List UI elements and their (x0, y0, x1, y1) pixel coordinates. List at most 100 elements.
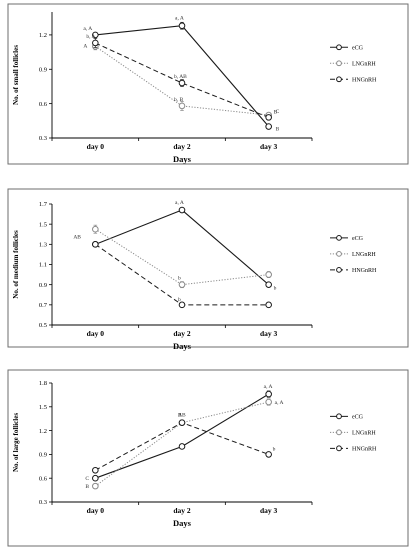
legend-marker (336, 60, 342, 67)
significance-label: a, A (264, 384, 273, 390)
chart-frame (7, 3, 409, 165)
legend-marker (336, 76, 342, 83)
data-point-eCG (265, 390, 272, 398)
y-tick-label: 0.6 (39, 101, 48, 108)
data-point-HNGnRH (265, 451, 272, 458)
y-tick-label: 0.9 (39, 282, 47, 289)
data-point-LNGnRH (92, 482, 99, 490)
legend-label: HNGnRH (352, 446, 377, 452)
y-axis-title: No. of large follicles (12, 413, 20, 472)
x-tick-label: day 2 (173, 329, 191, 338)
data-point-HNGnRH (265, 114, 272, 121)
significance-label: B (85, 484, 89, 490)
data-point-HNGnRH (92, 241, 99, 248)
data-point-LNGnRH (178, 102, 186, 110)
x-tick-label: day 3 (260, 506, 278, 515)
x-axis-title: Days (173, 154, 192, 164)
x-tick-label: day 0 (87, 506, 105, 515)
significance-label: b, A (86, 34, 95, 40)
legend-marker (336, 429, 342, 436)
significance-label: b, B (174, 97, 184, 103)
y-tick-label: 0.3 (39, 135, 47, 142)
significance-label: a, A (175, 16, 184, 22)
data-point-HNGnRH (265, 301, 272, 309)
data-point-eCG (92, 474, 99, 482)
significance-label: C (276, 109, 280, 115)
significance-label: B (274, 109, 278, 115)
y-tick-label: 1.5 (39, 221, 47, 228)
y-tick-label: 0.9 (39, 452, 47, 459)
series-line-eCG (95, 393, 269, 479)
significance-label: B (276, 127, 280, 133)
legend-marker (336, 413, 342, 420)
legend-marker (336, 44, 342, 51)
significance-label: b (178, 297, 181, 303)
legend-label: eCG (352, 45, 364, 51)
y-tick-label: 0.5 (39, 322, 47, 329)
data-point-eCG (178, 206, 186, 214)
y-tick-label: 1.7 (39, 201, 48, 208)
y-axis-title: No. of small follicles (12, 45, 20, 105)
x-tick-label: day 2 (173, 142, 191, 151)
significance-label: AB (73, 234, 81, 240)
y-tick-label: 1.2 (39, 32, 47, 39)
y-tick-label: 1.1 (39, 262, 47, 269)
y-tick-label: 0.3 (39, 499, 47, 506)
data-point-LNGnRH (265, 271, 272, 278)
legend-marker (336, 250, 342, 257)
data-point-LNGnRH (265, 398, 272, 406)
series-line-LNGnRH (95, 228, 269, 286)
chart-frame (7, 188, 409, 348)
legend-label: LNGnRH (352, 430, 376, 436)
y-tick-label: 1.8 (39, 380, 47, 387)
legend-label: eCG (352, 414, 364, 420)
chart-panel: 0.5 0.7 0.9 1.1 1.3 1.5 1.7 day 0 day 2 day 3 Days… (7, 188, 409, 351)
legend-marker (336, 234, 342, 241)
significance-label: a, A (275, 400, 284, 406)
legend-label: LNGnRH (352, 252, 376, 258)
legend-label: HNGnRH (352, 77, 377, 83)
x-axis-title: Days (173, 518, 192, 528)
data-point-eCG (265, 281, 272, 288)
x-tick-label: day 2 (173, 506, 191, 515)
x-tick-label: day 0 (87, 329, 105, 338)
y-tick-label: 1.3 (39, 242, 47, 249)
significance-label: b (274, 286, 277, 292)
significance-label: A (83, 43, 87, 49)
series-line-HNGnRH (95, 243, 269, 306)
chart-panel: 0.3 0.6 0.9 1.2 day 0 day 2 day 3 Days No. of sm… (7, 3, 409, 165)
data-point-LNGnRH (178, 281, 186, 288)
y-tick-label: 0.7 (39, 302, 48, 309)
chart-frame (7, 369, 409, 547)
data-point-eCG (265, 123, 272, 130)
significance-label: a, A (83, 26, 92, 32)
data-point-HNGnRH (92, 39, 99, 47)
legend-marker (336, 266, 342, 273)
data-point-HNGnRH (92, 466, 99, 474)
legend-marker (336, 445, 342, 452)
data-point-HNGnRH (178, 79, 186, 87)
y-axis-title: No. of medium follicles (12, 230, 20, 299)
data-point-eCG (92, 31, 99, 39)
legend-label: LNGnRH (352, 61, 376, 67)
legend-label: HNGnRH (352, 268, 377, 274)
x-axis-title: Days (173, 341, 192, 351)
significance-label: a, A (175, 200, 184, 206)
data-point-HNGnRH (178, 301, 186, 309)
significance-label: b (178, 276, 181, 282)
y-tick-label: 1.5 (39, 404, 47, 411)
data-point-HNGnRH (178, 419, 186, 426)
data-point-eCG (178, 22, 186, 30)
chart-panel: 0.3 0.6 0.9 1.2 1.5 1.8 day 0 day 2 day 3 Days No.… (7, 369, 409, 547)
significance-label: B (178, 413, 182, 419)
x-tick-label: day 0 (87, 142, 105, 151)
data-point-LNGnRH (92, 225, 99, 233)
y-tick-label: 0.6 (39, 475, 48, 482)
series-line-eCG (95, 209, 270, 286)
data-point-eCG (178, 443, 186, 450)
y-tick-label: 0.9 (39, 66, 47, 73)
series-line-LNGnRH (95, 45, 269, 116)
significance-label: b, AB (174, 74, 187, 80)
x-tick-label: day 3 (260, 329, 278, 338)
